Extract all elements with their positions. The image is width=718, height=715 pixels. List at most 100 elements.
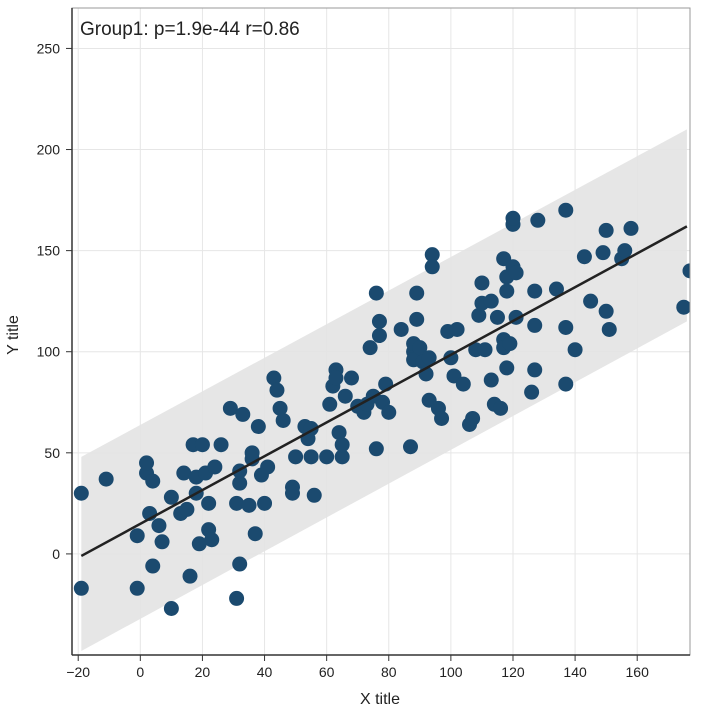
data-point [222,400,238,416]
data-point [331,425,347,441]
data-point [232,556,248,572]
data-point [266,370,282,386]
data-point [499,283,515,299]
data-point [471,307,487,323]
x-tick-label: 60 [319,664,335,680]
data-point [508,265,524,281]
data-point [623,220,639,236]
plot-area [72,8,690,655]
data-point [424,259,440,275]
data-point [229,495,245,511]
data-point [284,485,300,501]
data-point [548,281,564,297]
data-point [151,518,167,534]
data-point [319,449,335,465]
data-point [129,528,145,544]
data-point [527,362,543,378]
data-point [583,293,599,309]
x-tick-label: −20 [66,664,90,680]
data-point [139,455,155,471]
data-point [455,376,471,392]
y-tick-label: 50 [44,445,60,461]
data-point [682,263,690,279]
data-point [483,293,499,309]
data-point [182,568,198,584]
data-point [191,536,207,552]
data-point [98,471,114,487]
data-point [527,317,543,333]
data-point [595,245,611,261]
regression-line [80,225,688,558]
data-point [474,275,490,291]
y-tick-label: 250 [37,40,61,56]
data-point [322,396,338,412]
y-tick-label: 0 [52,546,60,562]
x-tick-label: 120 [501,664,525,680]
data-point [576,249,592,265]
data-point [368,285,384,301]
data-point [288,449,304,465]
data-point [235,406,251,422]
data-point [530,212,546,228]
data-point [409,285,425,301]
data-point [154,534,170,550]
data-point [194,437,210,453]
data-point [449,321,465,337]
data-point [73,485,89,501]
data-point [201,495,217,511]
data-point [343,370,359,386]
data-point [229,590,245,606]
data-point [409,311,425,327]
data-point [527,283,543,299]
y-axis-title: Y title [5,315,22,355]
data-point [244,445,260,461]
data-point [250,419,266,435]
x-tick-label: 100 [439,664,463,680]
data-point [334,437,350,453]
data-point [328,370,344,386]
data-point [163,600,179,616]
data-point [163,489,179,505]
data-point [204,532,220,548]
data-point [207,459,223,475]
data-point [558,376,574,392]
data-point [241,497,257,513]
data-point [371,313,387,329]
data-point [381,404,397,420]
data-point [558,202,574,218]
y-tick-label: 200 [37,142,61,158]
data-point [558,319,574,335]
x-tick-label: 20 [195,664,211,680]
y-tick-label: 150 [37,243,61,259]
data-point [483,372,499,388]
data-point [393,321,409,337]
x-axis-title: X title [360,691,400,708]
data-point [247,526,263,542]
data-point [129,580,145,596]
chart-annotation: Group1: p=1.9e-44 r=0.86 [80,19,300,40]
data-point [477,342,493,358]
data-point [145,558,161,574]
data-point [567,342,583,358]
data-point [524,384,540,400]
data-point [421,350,437,366]
data-point [145,473,161,489]
data-point [371,328,387,344]
data-point [257,495,273,511]
data-point [232,475,248,491]
data-point [489,309,505,325]
data-point [424,247,440,263]
data-point [213,437,229,453]
data-point [73,580,89,596]
data-point [598,222,614,238]
data-point [303,449,319,465]
data-point [465,410,481,426]
data-point [601,321,617,337]
data-point [598,303,614,319]
x-tick-label: 0 [136,664,144,680]
x-tick-label: 80 [381,664,397,680]
data-point [617,243,633,259]
data-point [179,501,195,517]
